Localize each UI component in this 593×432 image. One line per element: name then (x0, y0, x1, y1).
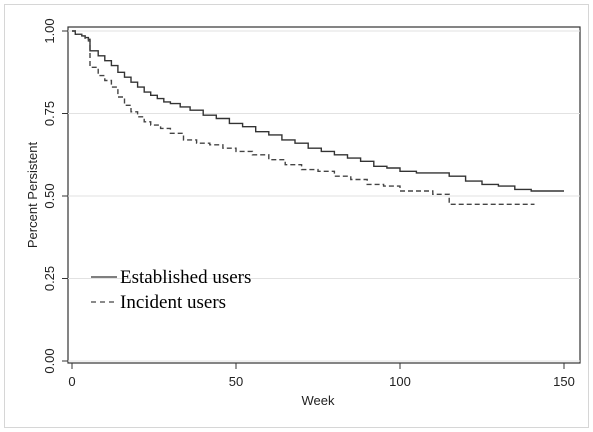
y-tick-label: 0.75 (42, 101, 57, 126)
x-tick-label: 50 (229, 374, 243, 389)
legend-label-incident: Incident users (120, 292, 226, 313)
y-tick-label: 0.25 (42, 266, 57, 291)
y-tick-label: 0.50 (42, 183, 57, 208)
legend: Established users Incident users (91, 267, 251, 313)
x-tick-label: 100 (389, 374, 411, 389)
y-tick-label: 1.00 (42, 18, 57, 43)
legend-label-established: Established users (120, 267, 251, 288)
series-incident-users (72, 30, 535, 205)
series-established-users (72, 30, 564, 192)
x-axis: 0 50 100 150 (68, 363, 575, 389)
y-tick-label: 0.00 (42, 348, 57, 373)
x-axis-title: Week (302, 393, 335, 408)
y-axis: 0.00 0.25 0.50 0.75 1.00 (42, 18, 68, 374)
persistence-chart: 0 50 100 150 0.00 0.25 0.50 0.75 1.00 Percent P… (25, 18, 581, 408)
figure-frame: 0 50 100 150 0.00 0.25 0.50 0.75 1.00 Percent P… (4, 4, 589, 428)
series-layer (72, 30, 564, 205)
x-tick-label: 150 (553, 374, 575, 389)
plot-area-border (67, 26, 581, 364)
y-axis-title: Percent Persistent (25, 142, 40, 249)
gridlines (68, 30, 580, 362)
x-tick-label: 0 (68, 374, 75, 389)
